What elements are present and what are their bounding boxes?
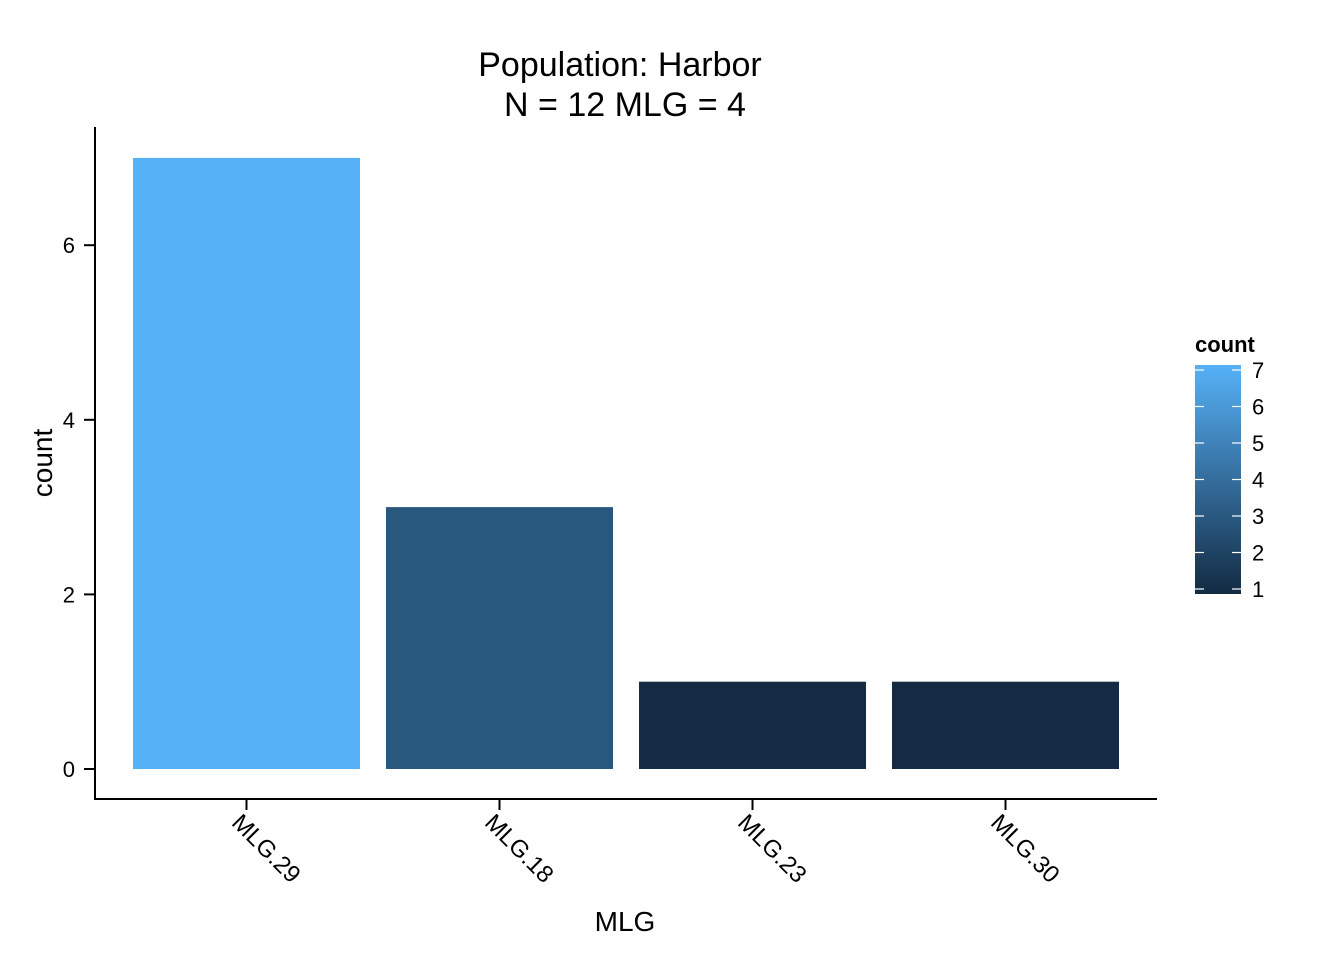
bar-mlg-30 xyxy=(892,681,1119,769)
x-tick-label: MLG.29 xyxy=(226,809,305,888)
x-ticks-group: MLG.29 MLG.18 MLG.23 MLG.30 xyxy=(226,799,1065,889)
y-ticks-group: 0 2 4 6 xyxy=(63,233,95,782)
chart-title: Population: Harbor xyxy=(478,46,762,84)
legend-tick-label: 3 xyxy=(1252,504,1264,529)
bar-mlg-18 xyxy=(386,507,613,769)
y-tick-label: 2 xyxy=(63,582,75,607)
legend-ticks-group: 1 2 3 4 5 6 7 xyxy=(1195,358,1264,602)
x-tick-label: MLG.30 xyxy=(985,809,1064,888)
x-tick-label: MLG.18 xyxy=(479,809,558,888)
x-axis-label: MLG xyxy=(595,906,656,937)
x-tick-label: MLG.23 xyxy=(732,809,811,888)
legend-tick-label: 4 xyxy=(1252,468,1264,493)
legend-tick-label: 7 xyxy=(1252,358,1264,383)
y-tick-label: 0 xyxy=(63,757,75,782)
legend-tick-label: 5 xyxy=(1252,431,1264,456)
chart-subtitle: N = 12 MLG = 4 xyxy=(504,86,746,124)
bar-mlg-29 xyxy=(133,157,360,769)
legend: count 1 2 3 4 5 6 7 xyxy=(1195,332,1264,602)
legend-tick-label: 6 xyxy=(1252,395,1264,420)
y-tick-label: 6 xyxy=(63,233,75,258)
y-tick-label: 4 xyxy=(63,408,75,433)
legend-tick-label: 1 xyxy=(1252,577,1264,602)
legend-title: count xyxy=(1195,332,1256,357)
bars-group xyxy=(133,157,1119,769)
bar-mlg-23 xyxy=(639,681,866,769)
legend-tick-label: 2 xyxy=(1252,541,1264,566)
y-axis-label: count xyxy=(27,429,58,498)
